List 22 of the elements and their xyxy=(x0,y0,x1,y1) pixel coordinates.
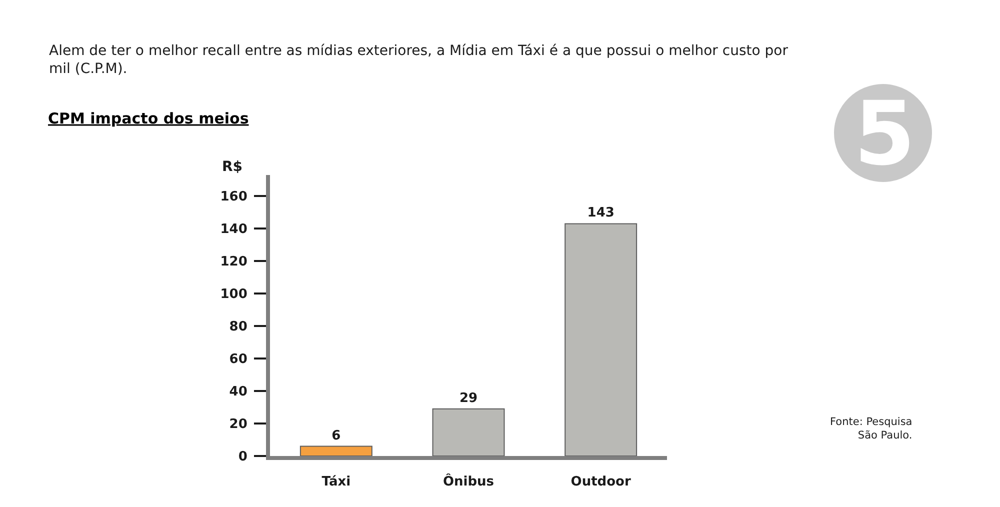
data-label: 143 xyxy=(587,206,614,221)
x-tick-label: Outdoor xyxy=(570,474,632,490)
x-tick-label: Ônibus xyxy=(442,472,494,490)
y-tick-label: 80 xyxy=(229,320,248,335)
y-tick-label: 120 xyxy=(220,254,248,270)
y-tick-label: 0 xyxy=(238,450,248,465)
bar xyxy=(432,408,505,456)
y-tick-label: 160 xyxy=(220,190,248,205)
y-tick-label: 140 xyxy=(220,222,248,238)
y-tick-label: 60 xyxy=(229,352,248,368)
bar xyxy=(300,446,372,456)
chart-title: CPM impacto dos meios xyxy=(48,109,249,128)
y-tick-label: 20 xyxy=(229,417,248,432)
x-tick-label: Táxi xyxy=(322,474,351,490)
y-tick-label: 40 xyxy=(229,384,248,400)
data-label: 29 xyxy=(459,390,478,406)
y-axis-title: R$ xyxy=(222,159,243,175)
chart-subtitle: Alem de ter o melhor recall entre as mídias exteriores, a Mídia em Táxi é a que possui o melhor custo por mil (C.P.M). xyxy=(49,43,788,78)
y-tick-label: 100 xyxy=(220,287,248,302)
source-note: Fonte: Pesquisa São Paulo. xyxy=(830,416,912,442)
bar xyxy=(564,223,638,456)
data-label: 6 xyxy=(332,428,341,444)
